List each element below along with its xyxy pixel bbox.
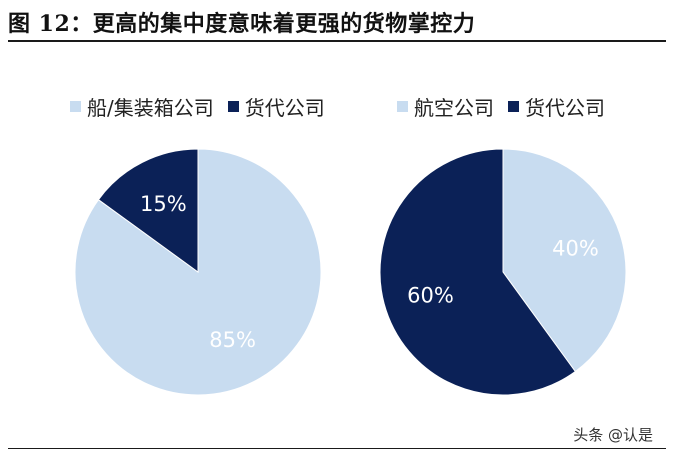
legend-swatch <box>227 101 239 112</box>
legend-swatch <box>70 101 81 112</box>
legend-swatch <box>508 101 519 112</box>
legend-left: 船/集装箱公司 货代公司 <box>70 92 339 121</box>
legend-label: 货代公司 <box>525 96 605 120</box>
legend-item: 货代公司 <box>227 92 325 121</box>
slice-label: 60% <box>407 284 454 308</box>
legend-item: 货代公司 <box>508 92 605 121</box>
legend-swatch <box>397 101 408 112</box>
legend-item: 船/集装箱公司 <box>70 92 214 121</box>
legend-right: 航空公司 货代公司 <box>397 92 619 121</box>
bottom-rule <box>8 448 666 449</box>
pie-slice <box>97 148 199 273</box>
legend-item: 航空公司 <box>397 92 494 121</box>
slice-label: 15% <box>140 192 187 216</box>
watermark: 头条 @认是 <box>573 426 653 444</box>
legend-label: 航空公司 <box>414 96 494 120</box>
title-rule <box>8 40 666 42</box>
legend-label: 船/集装箱公司 <box>87 96 214 120</box>
pie-slice <box>502 148 627 373</box>
figure-title: 图 12：更高的集中度意味着更强的货物掌控力 <box>8 11 476 37</box>
pie-slice <box>379 148 576 396</box>
slice-label: 85% <box>209 328 256 352</box>
legend-label: 货代公司 <box>244 96 325 120</box>
slice-label: 40% <box>552 236 599 260</box>
